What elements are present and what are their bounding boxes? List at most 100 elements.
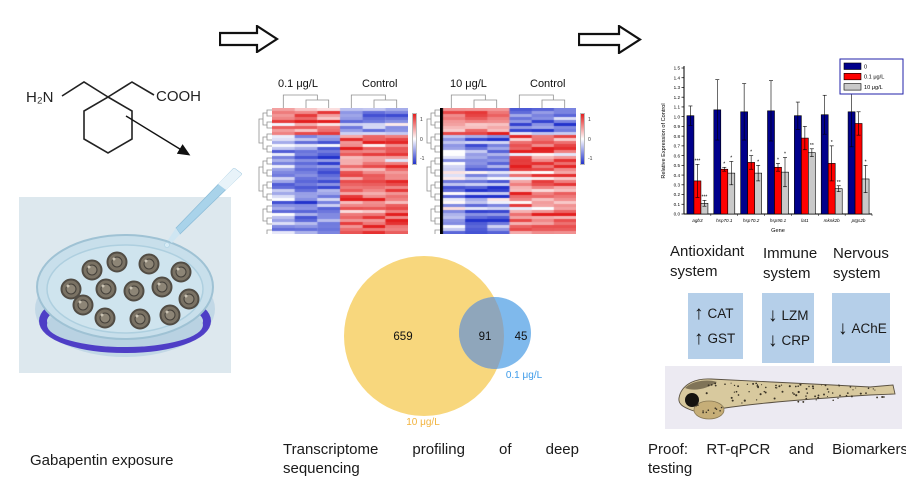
caption-proof-line2: testing <box>648 459 693 477</box>
venn-label-right: 0.1 μg/L <box>506 370 543 381</box>
heatmap2-control-label: Control <box>530 78 566 90</box>
svg-text:hsp90.1: hsp90.1 <box>770 218 787 223</box>
svg-text:0: 0 <box>864 64 867 70</box>
heatmap1-control-label: Control <box>362 78 398 90</box>
amine-group-label: H₂N <box>26 89 54 106</box>
venn-circle-10ugL <box>344 256 504 416</box>
colorbar-tick: 1 <box>420 117 423 123</box>
biomarker-crp-label: CRP <box>781 333 811 348</box>
biomarker-box-nervous: ↓ AChE <box>832 293 890 363</box>
bond-right <box>107 81 155 98</box>
caption-proof-line1: Proof: RT-qPCR and Biomarkers <box>648 441 906 458</box>
caption-transcriptome-line1: Transcriptome profiling of deep <box>283 441 579 458</box>
biomarker-lzm-label: LZM <box>781 308 809 323</box>
caption-transcriptome-line2: sequencing <box>283 459 360 477</box>
droplet <box>164 242 170 248</box>
svg-text:10 μg/L: 10 μg/L <box>864 85 883 91</box>
svg-text:hsp70.2: hsp70.2 <box>743 218 760 223</box>
carboxyl-group-label: COOH <box>156 88 200 105</box>
svg-text:0.7: 0.7 <box>674 144 681 149</box>
svg-text:0.0: 0.0 <box>674 212 681 217</box>
fish-pigment-speckles <box>695 382 885 414</box>
exposure-arrow <box>125 115 191 156</box>
biomarker-box-antioxidant: ↑ CAT ↑ GST <box>688 293 743 359</box>
qpcr-bar-chart: 0.0 0.1 0.2 0.3 0.4 0.5 0.6 0.7 0.8 0.9 1.0 1.1 1.2 1… <box>661 58 904 234</box>
biomarker-ache: ↓ AChE <box>838 319 888 338</box>
label-immune-line1: Immune <box>763 245 818 262</box>
heatmap2-top-dendrogram <box>450 94 566 108</box>
svg-text:0.5: 0.5 <box>674 163 681 168</box>
svg-text:hsp70.1: hsp70.1 <box>716 218 733 223</box>
svg-text:1.4: 1.4 <box>674 75 681 80</box>
svg-text:0.2: 0.2 <box>674 192 681 197</box>
bond-left <box>61 81 109 98</box>
biomarker-ache-label: AChE <box>851 320 887 336</box>
zebrafish-larva-photo <box>665 366 902 429</box>
caption-transcriptome: Transcriptome profiling of deep sequenci… <box>283 441 579 479</box>
svg-text:0.6: 0.6 <box>674 153 681 158</box>
heatmap2-left-dendrogram <box>426 109 440 234</box>
venn-diagram: 659 91 45 0.1 μg/L 10 μg/L <box>344 256 543 428</box>
flow-arrow-2 <box>578 25 642 54</box>
svg-text:1.5: 1.5 <box>674 66 681 71</box>
heatmap1-top-dendrogram <box>282 94 398 108</box>
venn-label-left: 10 μg/L <box>406 417 440 428</box>
heatmap-high-dose: 10 μg/L Control 1 0 -1 <box>424 78 600 240</box>
colorbar-tick: 0 <box>420 137 423 143</box>
venn-count-left: 659 <box>393 331 412 343</box>
colorbar-tick: -1 <box>588 156 593 162</box>
fish-body <box>678 378 896 413</box>
heatmap1-group-label: 0.1 μg/L <box>278 78 318 90</box>
heatmap1-colorbar: 1 0 -1 <box>412 113 424 165</box>
svg-text:***: *** <box>695 158 701 164</box>
svg-text:lat1: lat1 <box>801 218 809 223</box>
svg-text:*: * <box>831 140 833 146</box>
label-antioxidant-line2: system <box>670 262 718 280</box>
svg-text:*: * <box>730 155 732 161</box>
fish-embryos <box>60 251 200 330</box>
petri-dish-photo <box>19 197 231 373</box>
svg-text:1.1: 1.1 <box>674 105 681 110</box>
svg-text:1.2: 1.2 <box>674 95 681 100</box>
up-arrow-icon: ↑ <box>694 328 704 349</box>
cyclohexane-ring <box>83 96 133 154</box>
flow-arrow-1 <box>219 25 279 53</box>
svg-text:0.9: 0.9 <box>674 124 681 129</box>
svg-text:*: * <box>757 159 759 165</box>
biomarker-cat: ↑ CAT <box>694 304 741 323</box>
pipette <box>164 168 242 248</box>
venn-count-right: 45 <box>515 331 528 343</box>
svg-text:**: ** <box>837 180 841 186</box>
colorbar-tick: 1 <box>588 117 591 123</box>
svg-text:0.8: 0.8 <box>674 134 681 139</box>
label-nervous-line2: system <box>833 264 881 282</box>
svg-text:*: * <box>784 152 786 158</box>
heatmap2-colorbar: 1 0 -1 <box>580 113 592 165</box>
heatmap-low-dose: 0.1 μg/L Control 1 0 -1 <box>256 78 432 240</box>
svg-text:**: ** <box>810 143 814 149</box>
fish-head-pigment <box>685 380 717 390</box>
biomarker-box-immune: ↓ LZM ↓ CRP <box>762 293 814 363</box>
venn-overlap <box>459 297 504 369</box>
svg-text:*: * <box>723 161 725 167</box>
biomarker-gst-label: GST <box>707 331 736 346</box>
svg-text:agb3: agb3 <box>692 218 703 223</box>
biomarker-lzm: ↓ LZM <box>768 306 812 325</box>
down-arrow-icon: ↓ <box>768 305 778 326</box>
fish-eye <box>685 393 699 407</box>
up-arrow-icon: ↑ <box>694 303 704 324</box>
label-nervous-line1: Nervous <box>833 245 889 262</box>
svg-text:mknk2b: mknk2b <box>824 218 841 223</box>
down-arrow-icon: ↓ <box>768 330 778 351</box>
caption-proof: Proof: RT-qPCR and Biomarkers testing <box>648 441 906 479</box>
svg-text:0.3: 0.3 <box>674 183 681 188</box>
heatmap1-left-dendrogram <box>258 109 272 234</box>
svg-text:ptgs2b: ptgs2b <box>851 218 866 223</box>
svg-text:0.4: 0.4 <box>674 173 681 178</box>
label-nervous-system: Nervous system <box>833 244 889 283</box>
svg-text:1.0: 1.0 <box>674 114 681 119</box>
caption-exposure: Gabapentin exposure <box>30 452 174 469</box>
gabapentin-structure: H₂N COOH <box>26 81 200 154</box>
biomarker-cat-label: CAT <box>707 306 734 321</box>
